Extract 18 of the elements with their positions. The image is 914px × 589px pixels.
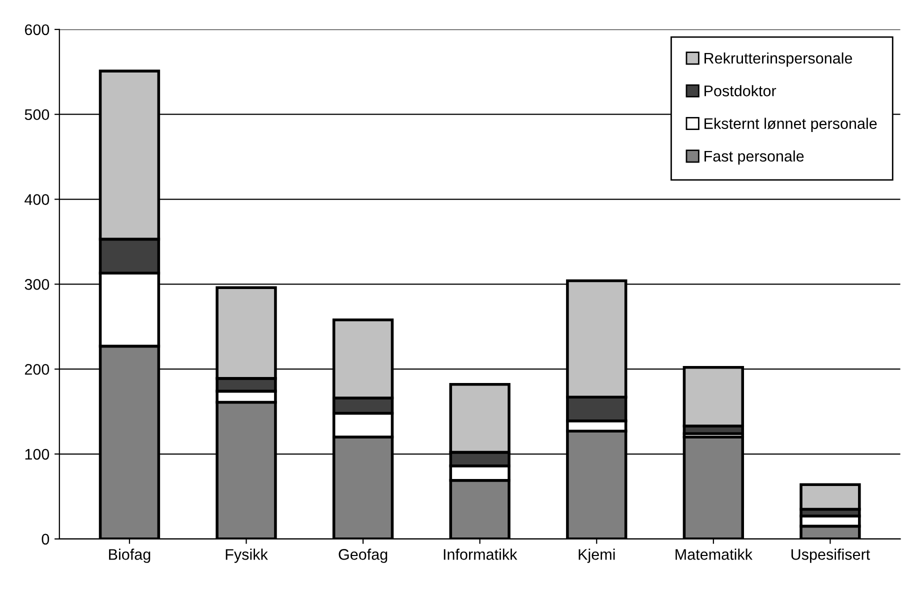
y-tick-label: 300 xyxy=(24,279,50,290)
x-tick-label: Uspesifisert xyxy=(791,548,870,563)
x-tick-label: Kjemi xyxy=(578,548,615,563)
legend-label: Eksternt lønnet personale xyxy=(704,118,877,132)
y-tick-label: 400 xyxy=(24,194,50,205)
legend-label: Rekrutterinspersonale xyxy=(704,52,852,67)
y-tick-label: 100 xyxy=(25,448,50,460)
legend-label: Fast personale xyxy=(704,150,804,165)
y-tick-label: 600 xyxy=(24,24,50,36)
x-tick-label: Matematikk xyxy=(676,548,753,560)
x-tick-label: Informatikk xyxy=(444,548,518,560)
legend-label: Postdoktor xyxy=(704,85,776,96)
y-tick-label: 0 xyxy=(42,534,50,545)
y-tick-label: 500 xyxy=(24,109,50,120)
x-tick-label: Biofag xyxy=(109,548,150,563)
y-tick-label: 200 xyxy=(24,364,50,375)
x-tick-label: Fysikk xyxy=(226,548,268,563)
x-tick-label: Geofag xyxy=(338,548,388,563)
